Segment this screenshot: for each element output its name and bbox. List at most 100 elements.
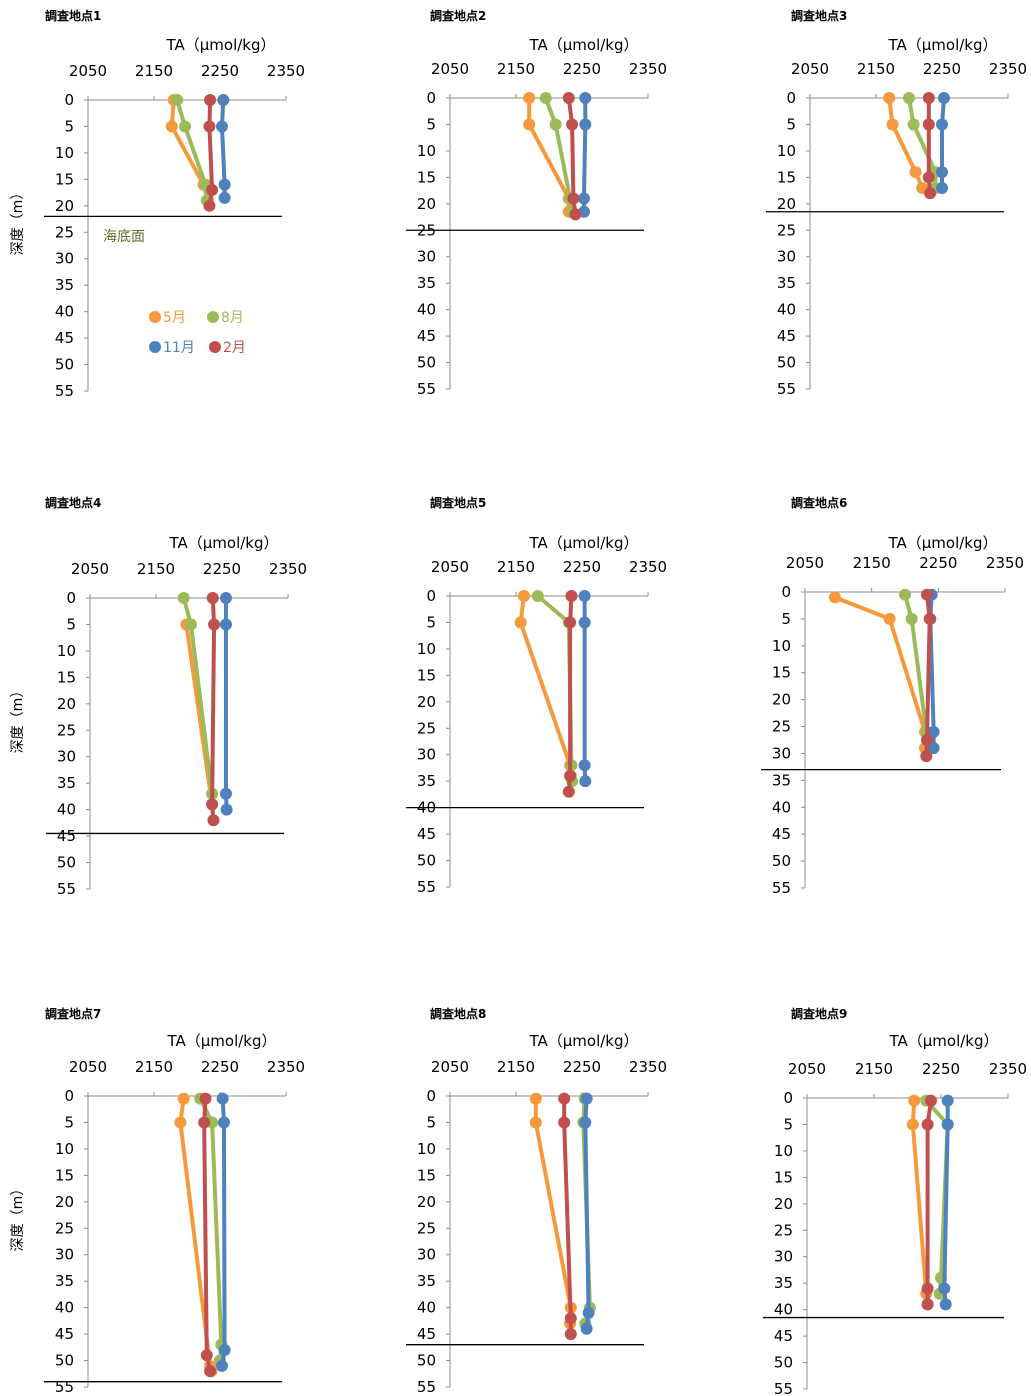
data-point bbox=[941, 1094, 954, 1107]
data-point bbox=[529, 1116, 542, 1129]
series-line-2月 bbox=[562, 1098, 573, 1335]
data-point bbox=[922, 118, 935, 131]
y-tick-label: 10 bbox=[417, 1140, 436, 1158]
x-tick-label: 2150 bbox=[497, 1058, 535, 1076]
data-point bbox=[207, 814, 220, 827]
chart-title: 調査地点5 bbox=[430, 495, 486, 510]
data-point bbox=[578, 616, 591, 629]
y-tick-label: 0 bbox=[64, 1087, 74, 1105]
data-point bbox=[924, 187, 937, 200]
y-tick-label: 45 bbox=[417, 1325, 436, 1343]
series-line-11月 bbox=[223, 598, 229, 810]
data-point bbox=[219, 787, 232, 800]
data-point bbox=[939, 1298, 952, 1311]
data-point bbox=[922, 171, 935, 184]
x-tick-label: 2350 bbox=[986, 554, 1024, 572]
data-point bbox=[177, 592, 190, 604]
data-point bbox=[921, 588, 933, 601]
data-point bbox=[198, 1116, 211, 1129]
y-tick-label: 25 bbox=[772, 718, 791, 736]
legend-label: 2月 bbox=[223, 340, 246, 356]
x-axis-label: TA（μmol/kg） bbox=[528, 1032, 638, 1050]
y-tick-label: 10 bbox=[55, 144, 74, 162]
data-point bbox=[562, 92, 575, 104]
y-tick-label: 55 bbox=[772, 879, 791, 897]
y-tick-label: 55 bbox=[55, 382, 74, 400]
y-tick-label: 30 bbox=[772, 744, 791, 762]
y-tick-label: 30 bbox=[417, 248, 436, 266]
y-tick-label: 5 bbox=[66, 615, 76, 633]
series-line-2月 bbox=[926, 98, 933, 194]
data-point bbox=[217, 1116, 230, 1129]
data-point bbox=[218, 178, 231, 191]
y-tick-label: 5 bbox=[64, 117, 74, 135]
data-point bbox=[523, 92, 536, 104]
data-point bbox=[579, 92, 592, 104]
y-tick-label: 45 bbox=[417, 327, 436, 345]
series-line-2月 bbox=[924, 594, 932, 757]
data-point bbox=[218, 191, 231, 204]
legend-marker bbox=[209, 341, 221, 353]
series-line-2月 bbox=[925, 1100, 933, 1305]
x-tick-label: 2250 bbox=[563, 1058, 601, 1076]
x-axis-label: TA（μmol/kg） bbox=[887, 36, 997, 54]
data-point bbox=[936, 118, 948, 131]
data-point bbox=[909, 166, 922, 179]
data-point bbox=[217, 94, 230, 106]
series-line-11月 bbox=[942, 1100, 950, 1305]
y-tick-label: 15 bbox=[774, 1168, 793, 1186]
data-point bbox=[549, 118, 562, 131]
y-tick-label: 55 bbox=[417, 380, 436, 398]
y-tick-label: 30 bbox=[55, 250, 74, 268]
y-tick-label: 25 bbox=[777, 221, 796, 239]
data-point bbox=[924, 1094, 937, 1107]
x-tick-label: 2250 bbox=[919, 554, 957, 572]
y-tick-label: 15 bbox=[777, 168, 796, 186]
y-tick-label: 55 bbox=[57, 880, 76, 898]
y-tick-label: 10 bbox=[774, 1142, 793, 1160]
x-tick-label: 2250 bbox=[923, 60, 961, 78]
y-tick-label: 45 bbox=[777, 327, 796, 345]
x-tick-label: 2150 bbox=[857, 60, 895, 78]
y-tick-label: 35 bbox=[417, 274, 436, 292]
y-tick-label: 50 bbox=[55, 1352, 74, 1370]
y-tick-label: 35 bbox=[777, 274, 796, 292]
series-line-11月 bbox=[582, 596, 588, 782]
data-point bbox=[171, 94, 184, 106]
series-line-2月 bbox=[210, 597, 217, 821]
y-tick-label: 20 bbox=[55, 197, 74, 215]
data-point bbox=[903, 92, 915, 104]
x-axis-label: TA（μmol/kg） bbox=[165, 36, 275, 54]
y-tick-label: 55 bbox=[774, 1380, 793, 1396]
chart-title: 調査地点9 bbox=[791, 1006, 847, 1021]
data-point bbox=[886, 118, 899, 131]
y-tick-label: 25 bbox=[55, 1219, 74, 1237]
data-point bbox=[899, 588, 911, 601]
y-tick-label: 55 bbox=[777, 380, 796, 398]
data-point bbox=[582, 1306, 595, 1319]
data-point bbox=[529, 1092, 542, 1105]
y-axis-label: 深度（m） bbox=[10, 684, 26, 754]
chart-title: 調査地点4 bbox=[45, 495, 101, 510]
data-point bbox=[517, 590, 530, 602]
x-tick-label: 2050 bbox=[431, 558, 469, 576]
x-tick-label: 2050 bbox=[431, 60, 469, 78]
x-tick-label: 2350 bbox=[629, 558, 667, 576]
y-tick-label: 25 bbox=[417, 1219, 436, 1237]
data-point bbox=[564, 1312, 577, 1325]
data-point bbox=[539, 92, 552, 104]
y-tick-label: 0 bbox=[66, 589, 76, 607]
y-tick-label: 5 bbox=[426, 115, 436, 133]
y-tick-label: 5 bbox=[781, 610, 791, 628]
y-tick-label: 0 bbox=[426, 89, 436, 107]
x-tick-label: 2250 bbox=[563, 558, 601, 576]
data-point bbox=[941, 1118, 954, 1131]
data-point bbox=[565, 590, 578, 602]
x-tick-label: 2350 bbox=[989, 60, 1027, 78]
series-line-11月 bbox=[928, 594, 936, 749]
data-point bbox=[564, 1328, 577, 1341]
y-tick-label: 35 bbox=[57, 774, 76, 792]
data-point bbox=[179, 120, 192, 133]
